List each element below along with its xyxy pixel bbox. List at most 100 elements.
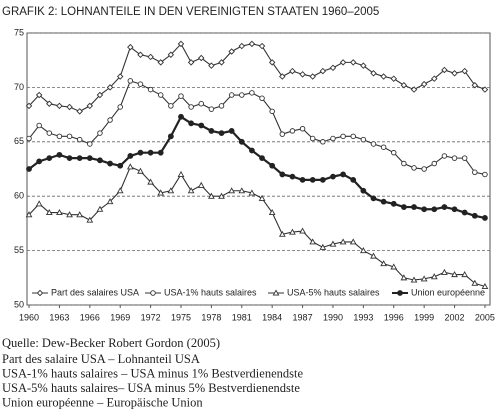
- legend-label: USA-5% hauts salaires: [287, 287, 380, 297]
- data-point: [360, 187, 367, 194]
- data-point: [208, 106, 215, 112]
- data-point: [248, 189, 256, 196]
- data-point: [116, 73, 124, 80]
- data-point: [157, 59, 164, 66]
- data-point: [269, 162, 276, 169]
- data-point: [299, 227, 306, 234]
- data-point: [269, 108, 275, 115]
- data-point: [106, 198, 114, 205]
- y-tick-label: 60: [14, 191, 24, 201]
- data-point: [218, 103, 225, 109]
- series-line: [28, 80, 486, 175]
- data-point: [56, 133, 63, 140]
- data-point: [46, 130, 53, 136]
- data-point: [218, 192, 225, 199]
- series-line: [28, 166, 486, 288]
- data-point: [390, 263, 398, 270]
- data-point: [441, 268, 448, 275]
- data-point: [127, 78, 134, 84]
- data-point: [87, 141, 93, 147]
- data-point: [299, 125, 306, 132]
- note: Union européenne – Europäische Union: [2, 395, 203, 409]
- data-point: [228, 187, 236, 194]
- data-point: [481, 282, 489, 290]
- data-point: [330, 173, 336, 180]
- data-point: [289, 228, 296, 235]
- legend-marker: [272, 289, 280, 296]
- data-point: [177, 40, 185, 48]
- data-point: [451, 70, 458, 77]
- data-point: [441, 66, 448, 74]
- chart-title: GRAFIK 2: LOHNANTEILE IN DEN VEREINIGTEN…: [2, 6, 379, 18]
- series-line: [28, 115, 486, 220]
- x-tick-label: 1972: [141, 312, 161, 322]
- data-point: [370, 195, 377, 202]
- data-point: [76, 108, 83, 115]
- data-point: [167, 187, 175, 194]
- data-point: [117, 162, 124, 169]
- data-point: [46, 155, 53, 162]
- y-tick-label: 70: [14, 82, 24, 92]
- data-point: [340, 171, 346, 178]
- data-point: [167, 51, 175, 58]
- data-point: [451, 155, 458, 161]
- data-point: [187, 187, 195, 194]
- data-point: [249, 90, 255, 96]
- data-point: [289, 173, 296, 180]
- data-point: [279, 131, 286, 137]
- data-point: [330, 135, 336, 142]
- data-point: [137, 167, 144, 174]
- data-point: [249, 147, 255, 154]
- data-point: [218, 59, 225, 66]
- data-point: [471, 212, 478, 219]
- data-point: [380, 144, 387, 150]
- data-point: [289, 128, 296, 134]
- data-point: [36, 158, 43, 165]
- data-point: [198, 122, 205, 129]
- series-line: [28, 42, 486, 112]
- data-point: [482, 171, 488, 178]
- data-point: [268, 59, 276, 66]
- data-point: [451, 206, 458, 213]
- data-point: [421, 166, 427, 172]
- data-point: [461, 155, 468, 161]
- data-point: [228, 92, 235, 98]
- data-point: [45, 208, 53, 216]
- data-point: [259, 95, 265, 102]
- data-point: [461, 271, 469, 278]
- data-point: [187, 59, 195, 66]
- data-point: [208, 62, 215, 69]
- data-point: [126, 163, 134, 170]
- data-point: [238, 187, 246, 194]
- data-point: [430, 273, 438, 280]
- data-point: [279, 171, 286, 178]
- data-point: [137, 149, 144, 156]
- data-point: [218, 130, 225, 136]
- y-tick-label: 50: [14, 299, 24, 309]
- data-point: [36, 122, 42, 129]
- data-point: [197, 181, 205, 188]
- data-point: [86, 102, 94, 110]
- data-point: [400, 81, 408, 89]
- data-point: [431, 160, 438, 167]
- data-point: [26, 166, 32, 172]
- data-point: [421, 206, 428, 213]
- x-tick-label: 1990: [323, 312, 343, 322]
- x-tick-label: 1963: [49, 312, 69, 322]
- data-point: [76, 136, 83, 143]
- data-point: [188, 104, 194, 110]
- legend-marker: [397, 290, 403, 296]
- data-point: [25, 102, 33, 110]
- data-point: [198, 54, 205, 62]
- data-point: [482, 215, 488, 221]
- data-point: [320, 139, 326, 145]
- data-point: [380, 260, 387, 267]
- data-point: [96, 205, 104, 212]
- data-point: [410, 86, 418, 93]
- data-point: [25, 211, 33, 218]
- data-point: [349, 59, 357, 66]
- x-tick-label: 1999: [414, 312, 434, 322]
- data-point: [461, 67, 468, 75]
- note: Part des salaire USA – Lohnanteil USA: [2, 352, 200, 366]
